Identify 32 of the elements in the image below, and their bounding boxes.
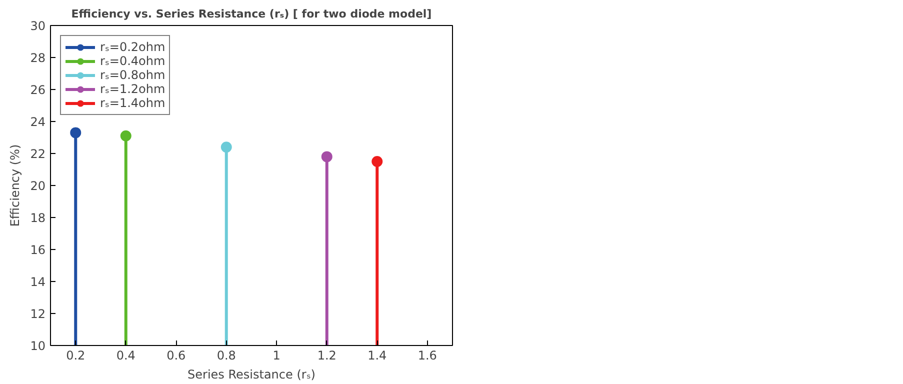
y-tick-label: 30 xyxy=(30,19,46,33)
point xyxy=(120,130,132,142)
legend-label: rₛ=0.2ohm xyxy=(100,40,166,54)
y-tick-label: 26 xyxy=(30,83,46,97)
y-tick-label: 10 xyxy=(30,339,46,353)
x-tick-label: 1.4 xyxy=(368,348,387,362)
y-tick-label: 18 xyxy=(30,211,46,225)
point xyxy=(220,142,232,153)
y-tick-label: 16 xyxy=(30,243,46,257)
legend-label: rₛ=0.8ohm xyxy=(100,68,166,82)
x-tick-label: 1 xyxy=(272,348,280,362)
x-tick-label: 0.8 xyxy=(216,348,236,362)
x-axis-title: Series Resistance (rₛ) xyxy=(188,368,316,382)
point xyxy=(372,156,383,167)
chart-title: Efficiency vs. Series Resistance (rₛ) [ for two diode model] xyxy=(71,8,432,20)
legend-label: rₛ=1.2ohm xyxy=(100,82,166,96)
y-tick-label: 28 xyxy=(30,51,46,65)
y-axis-title: Efficiency (%) xyxy=(8,144,22,227)
y-tick-label: 20 xyxy=(30,179,46,193)
y-tick-label: 22 xyxy=(30,147,46,161)
y-tick-label: 14 xyxy=(30,275,46,289)
point xyxy=(321,151,332,162)
x-tick-label: 0.4 xyxy=(116,348,136,362)
legend-label: rₛ=1.4ohm xyxy=(100,96,166,110)
x-tick-label: 0.6 xyxy=(166,348,186,362)
y-tick-label: 12 xyxy=(30,307,46,321)
y-tick-label: 24 xyxy=(30,115,46,129)
x-tick-label: 0.2 xyxy=(66,348,86,362)
legend-label: rₛ=0.4ohm xyxy=(100,54,166,68)
point xyxy=(70,127,82,138)
x-tick-label: 1.2 xyxy=(317,348,336,362)
x-tick-label: 1.6 xyxy=(418,348,437,362)
